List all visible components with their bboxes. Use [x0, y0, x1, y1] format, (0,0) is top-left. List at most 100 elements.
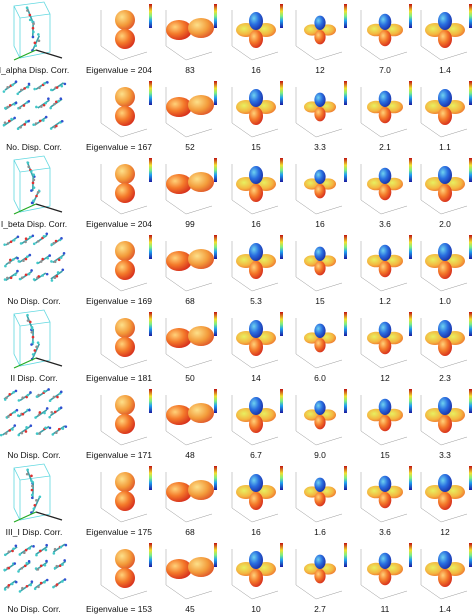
atom	[64, 425, 68, 428]
eigen-plot	[295, 466, 347, 523]
atom	[3, 278, 7, 281]
atom	[36, 568, 40, 571]
lobe	[115, 414, 135, 434]
atom	[61, 268, 65, 272]
atom	[63, 578, 67, 581]
lobe	[314, 400, 326, 415]
colorbar	[469, 158, 472, 182]
eigen-plot	[295, 543, 347, 600]
atom	[23, 123, 26, 126]
atom	[19, 242, 23, 245]
lobe	[249, 184, 263, 202]
atom	[17, 399, 21, 402]
eigenvalue-label: 1.2	[379, 296, 391, 306]
atom	[33, 349, 37, 352]
atom	[14, 101, 18, 105]
atom	[53, 566, 57, 570]
lobe	[188, 18, 214, 38]
eigenvalue-label: 1.6	[314, 527, 326, 537]
eigenvalue-label: 16	[315, 219, 325, 229]
atom	[36, 261, 39, 265]
plot-axes	[420, 164, 468, 215]
atom	[52, 395, 56, 399]
axis-arrow	[35, 49, 63, 59]
atom	[43, 411, 46, 415]
plot-axes	[165, 318, 213, 369]
lobe	[249, 107, 263, 125]
lobe	[314, 415, 326, 430]
eigenvalue-label: 16	[251, 527, 261, 537]
lobe	[188, 557, 214, 577]
lobe	[378, 569, 392, 586]
lobe	[249, 397, 263, 415]
lobe	[314, 169, 326, 184]
atom	[50, 260, 53, 263]
eigen-plot	[165, 81, 217, 138]
lobe	[115, 337, 135, 357]
lobe	[166, 174, 192, 194]
lobe	[314, 184, 326, 199]
plot-axes	[420, 241, 468, 292]
atom	[44, 426, 47, 430]
plot-axes	[420, 472, 468, 523]
lobe	[378, 90, 392, 107]
atom	[39, 564, 43, 568]
plot-axes	[231, 395, 279, 446]
eigenvalue-label: 16	[251, 65, 261, 75]
atom	[32, 178, 36, 182]
atom	[26, 85, 30, 89]
row: I_beta Disp. Corr. Eigenvalue = 204 99 16 16…	[1, 155, 472, 229]
atom	[60, 84, 64, 88]
atom	[11, 549, 14, 553]
plot-axes	[360, 318, 408, 369]
lobe	[438, 569, 452, 587]
plot-axes	[420, 10, 468, 61]
colorbar	[149, 389, 152, 413]
atom	[7, 550, 11, 554]
atom	[61, 580, 64, 583]
lobe	[438, 492, 452, 510]
atom	[38, 411, 42, 414]
colorbar	[344, 312, 347, 336]
atom	[17, 570, 20, 573]
colorbar	[344, 543, 347, 567]
lobe	[115, 164, 135, 184]
atom	[38, 86, 41, 90]
structure-label: No Disp. Corr.	[7, 604, 60, 614]
atom	[24, 120, 28, 123]
lobe	[166, 482, 192, 502]
atom	[44, 115, 48, 119]
atom	[32, 22, 35, 26]
eigenvalue-label: 2.7	[314, 604, 326, 614]
atom	[35, 395, 39, 398]
row: III_I Disp. Corr. Eigenvalue = 175 68 16 1.6…	[6, 463, 472, 537]
atom	[29, 424, 33, 428]
colorbar	[344, 389, 347, 413]
atom	[24, 237, 28, 241]
atom	[25, 6, 29, 10]
atom	[25, 584, 29, 588]
eigenvalue-label: 83	[185, 65, 195, 75]
plot-axes	[100, 318, 148, 369]
atom	[32, 173, 35, 176]
lobe	[249, 569, 263, 587]
eigenvalue-label: 1.1	[439, 142, 451, 152]
eigenvalue-label: 2.3	[439, 373, 451, 383]
atom	[32, 507, 36, 510]
atom	[3, 121, 7, 124]
atom	[24, 430, 28, 433]
lobe	[166, 97, 192, 117]
bond	[5, 256, 18, 266]
plot-axes	[420, 318, 468, 369]
atom	[28, 235, 32, 239]
atom	[45, 559, 48, 563]
atom	[56, 395, 59, 399]
eigenvalue-label: Eigenvalue = 153	[86, 604, 152, 614]
atom	[59, 545, 63, 549]
lobe	[378, 475, 392, 492]
atom	[45, 578, 49, 582]
eigenvalue-label: 68	[185, 527, 195, 537]
atom	[51, 433, 55, 436]
lobe	[378, 184, 392, 201]
